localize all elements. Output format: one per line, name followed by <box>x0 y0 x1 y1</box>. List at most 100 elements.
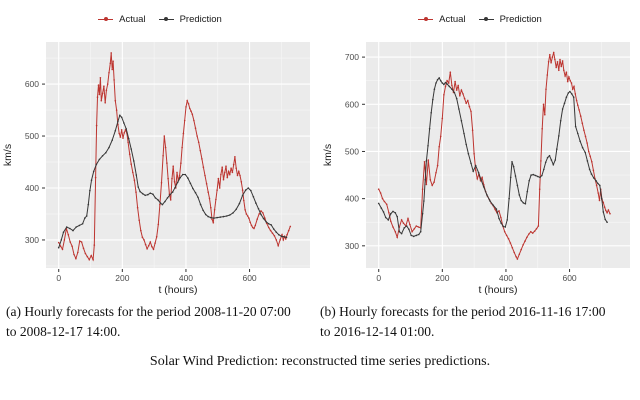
series-point-prediction <box>424 179 426 181</box>
series-point-prediction <box>78 224 81 227</box>
series-point-actual <box>413 228 416 230</box>
series-point-actual <box>86 255 89 258</box>
series-point-actual <box>92 258 94 261</box>
series-point-actual <box>545 88 547 90</box>
plot-panel <box>46 42 310 268</box>
series-point-actual <box>602 201 605 204</box>
series-point-actual <box>589 155 591 157</box>
series-point-actual <box>239 174 241 177</box>
series-point-prediction <box>534 174 537 177</box>
series-point-actual <box>549 53 551 56</box>
series-point-actual <box>400 219 403 221</box>
series-point-actual <box>171 177 173 180</box>
series-point-prediction <box>453 91 456 94</box>
series-point-actual <box>421 188 424 190</box>
series-point-prediction <box>197 196 199 199</box>
series-point-prediction <box>592 177 595 179</box>
series-point-actual <box>185 106 187 108</box>
series-point-prediction <box>147 193 149 196</box>
series-point-actual <box>154 242 156 244</box>
series-point-actual <box>267 226 270 229</box>
series-point-actual <box>438 145 440 148</box>
series-point-actual <box>459 95 461 97</box>
series-point-actual <box>207 191 209 193</box>
series-point-prediction <box>169 193 171 196</box>
series-point-actual <box>522 244 524 246</box>
series-point-actual <box>439 135 442 138</box>
series-point-actual <box>449 71 452 73</box>
series-point-actual <box>147 244 150 247</box>
series-point-prediction <box>176 181 179 184</box>
series-point-actual <box>460 89 463 91</box>
legend-item-prediction: Prediction <box>158 14 222 25</box>
series-point-prediction <box>130 148 132 150</box>
series-point-actual <box>197 141 200 144</box>
series-point-actual <box>558 69 560 72</box>
series-point-actual <box>494 208 496 211</box>
y-tick-label: 500 <box>345 146 359 156</box>
series-point-actual <box>559 58 561 61</box>
series-point-actual <box>155 236 158 238</box>
series-point-actual <box>526 236 528 239</box>
series-point-actual <box>224 171 226 174</box>
series-point-actual <box>394 230 397 233</box>
series-point-actual <box>470 110 472 113</box>
series-point-prediction <box>207 215 209 218</box>
series-point-prediction <box>387 219 390 221</box>
series-point-actual <box>568 76 570 78</box>
series-point-actual <box>392 226 394 228</box>
series-point-actual <box>260 210 262 212</box>
series-point-actual <box>550 62 552 64</box>
series-point-prediction <box>164 200 166 203</box>
series-point-prediction <box>586 160 589 162</box>
series-point-actual <box>520 248 522 251</box>
series-point-actual <box>427 159 430 161</box>
series-point-prediction <box>85 215 88 217</box>
series-point-actual <box>511 246 514 249</box>
series-point-actual <box>173 181 176 183</box>
series-point-actual <box>591 161 593 163</box>
x-tick-label: 200 <box>435 273 449 283</box>
series-point-actual <box>544 113 546 116</box>
series-point-actual <box>114 99 117 102</box>
series-point-prediction <box>550 159 553 161</box>
series-point-prediction <box>111 139 113 141</box>
series-point-prediction <box>415 234 418 237</box>
series-point-prediction <box>528 179 530 182</box>
series-point-prediction <box>467 153 470 155</box>
series-point-actual <box>218 187 221 189</box>
series-point-prediction <box>137 186 139 188</box>
series-point-prediction <box>460 120 463 122</box>
series-point-prediction <box>522 202 525 204</box>
series-point-actual <box>249 221 251 224</box>
series-point-prediction <box>119 114 121 117</box>
series-point-prediction <box>225 215 228 217</box>
legend-label-prediction: Prediction <box>499 13 542 25</box>
series-point-actual <box>569 79 571 82</box>
series-point-prediction <box>380 207 383 209</box>
series-point-prediction <box>480 179 482 181</box>
series-point-prediction <box>421 212 424 215</box>
series-point-actual <box>149 241 152 243</box>
series-point-prediction <box>524 203 527 205</box>
series-point-actual <box>216 189 218 191</box>
series-point-actual <box>554 58 556 61</box>
series-point-actual <box>132 171 134 174</box>
series-point-actual <box>555 66 557 69</box>
series-point-actual <box>435 171 437 174</box>
series-point-prediction <box>283 236 285 238</box>
series-point-actual <box>538 188 541 190</box>
series-point-actual <box>498 210 500 212</box>
series-point-prediction <box>518 194 521 196</box>
series-point-prediction <box>72 229 74 232</box>
series-point-actual <box>67 233 70 236</box>
series-point-prediction <box>87 203 90 206</box>
series-point-prediction <box>438 77 440 79</box>
series-point-prediction <box>606 221 608 223</box>
series-point-actual <box>415 225 418 227</box>
series-point-prediction <box>465 143 467 146</box>
series-point-prediction <box>396 215 398 218</box>
series-point-actual <box>180 162 182 164</box>
series-point-actual <box>248 217 250 219</box>
series-point-actual <box>409 223 411 226</box>
